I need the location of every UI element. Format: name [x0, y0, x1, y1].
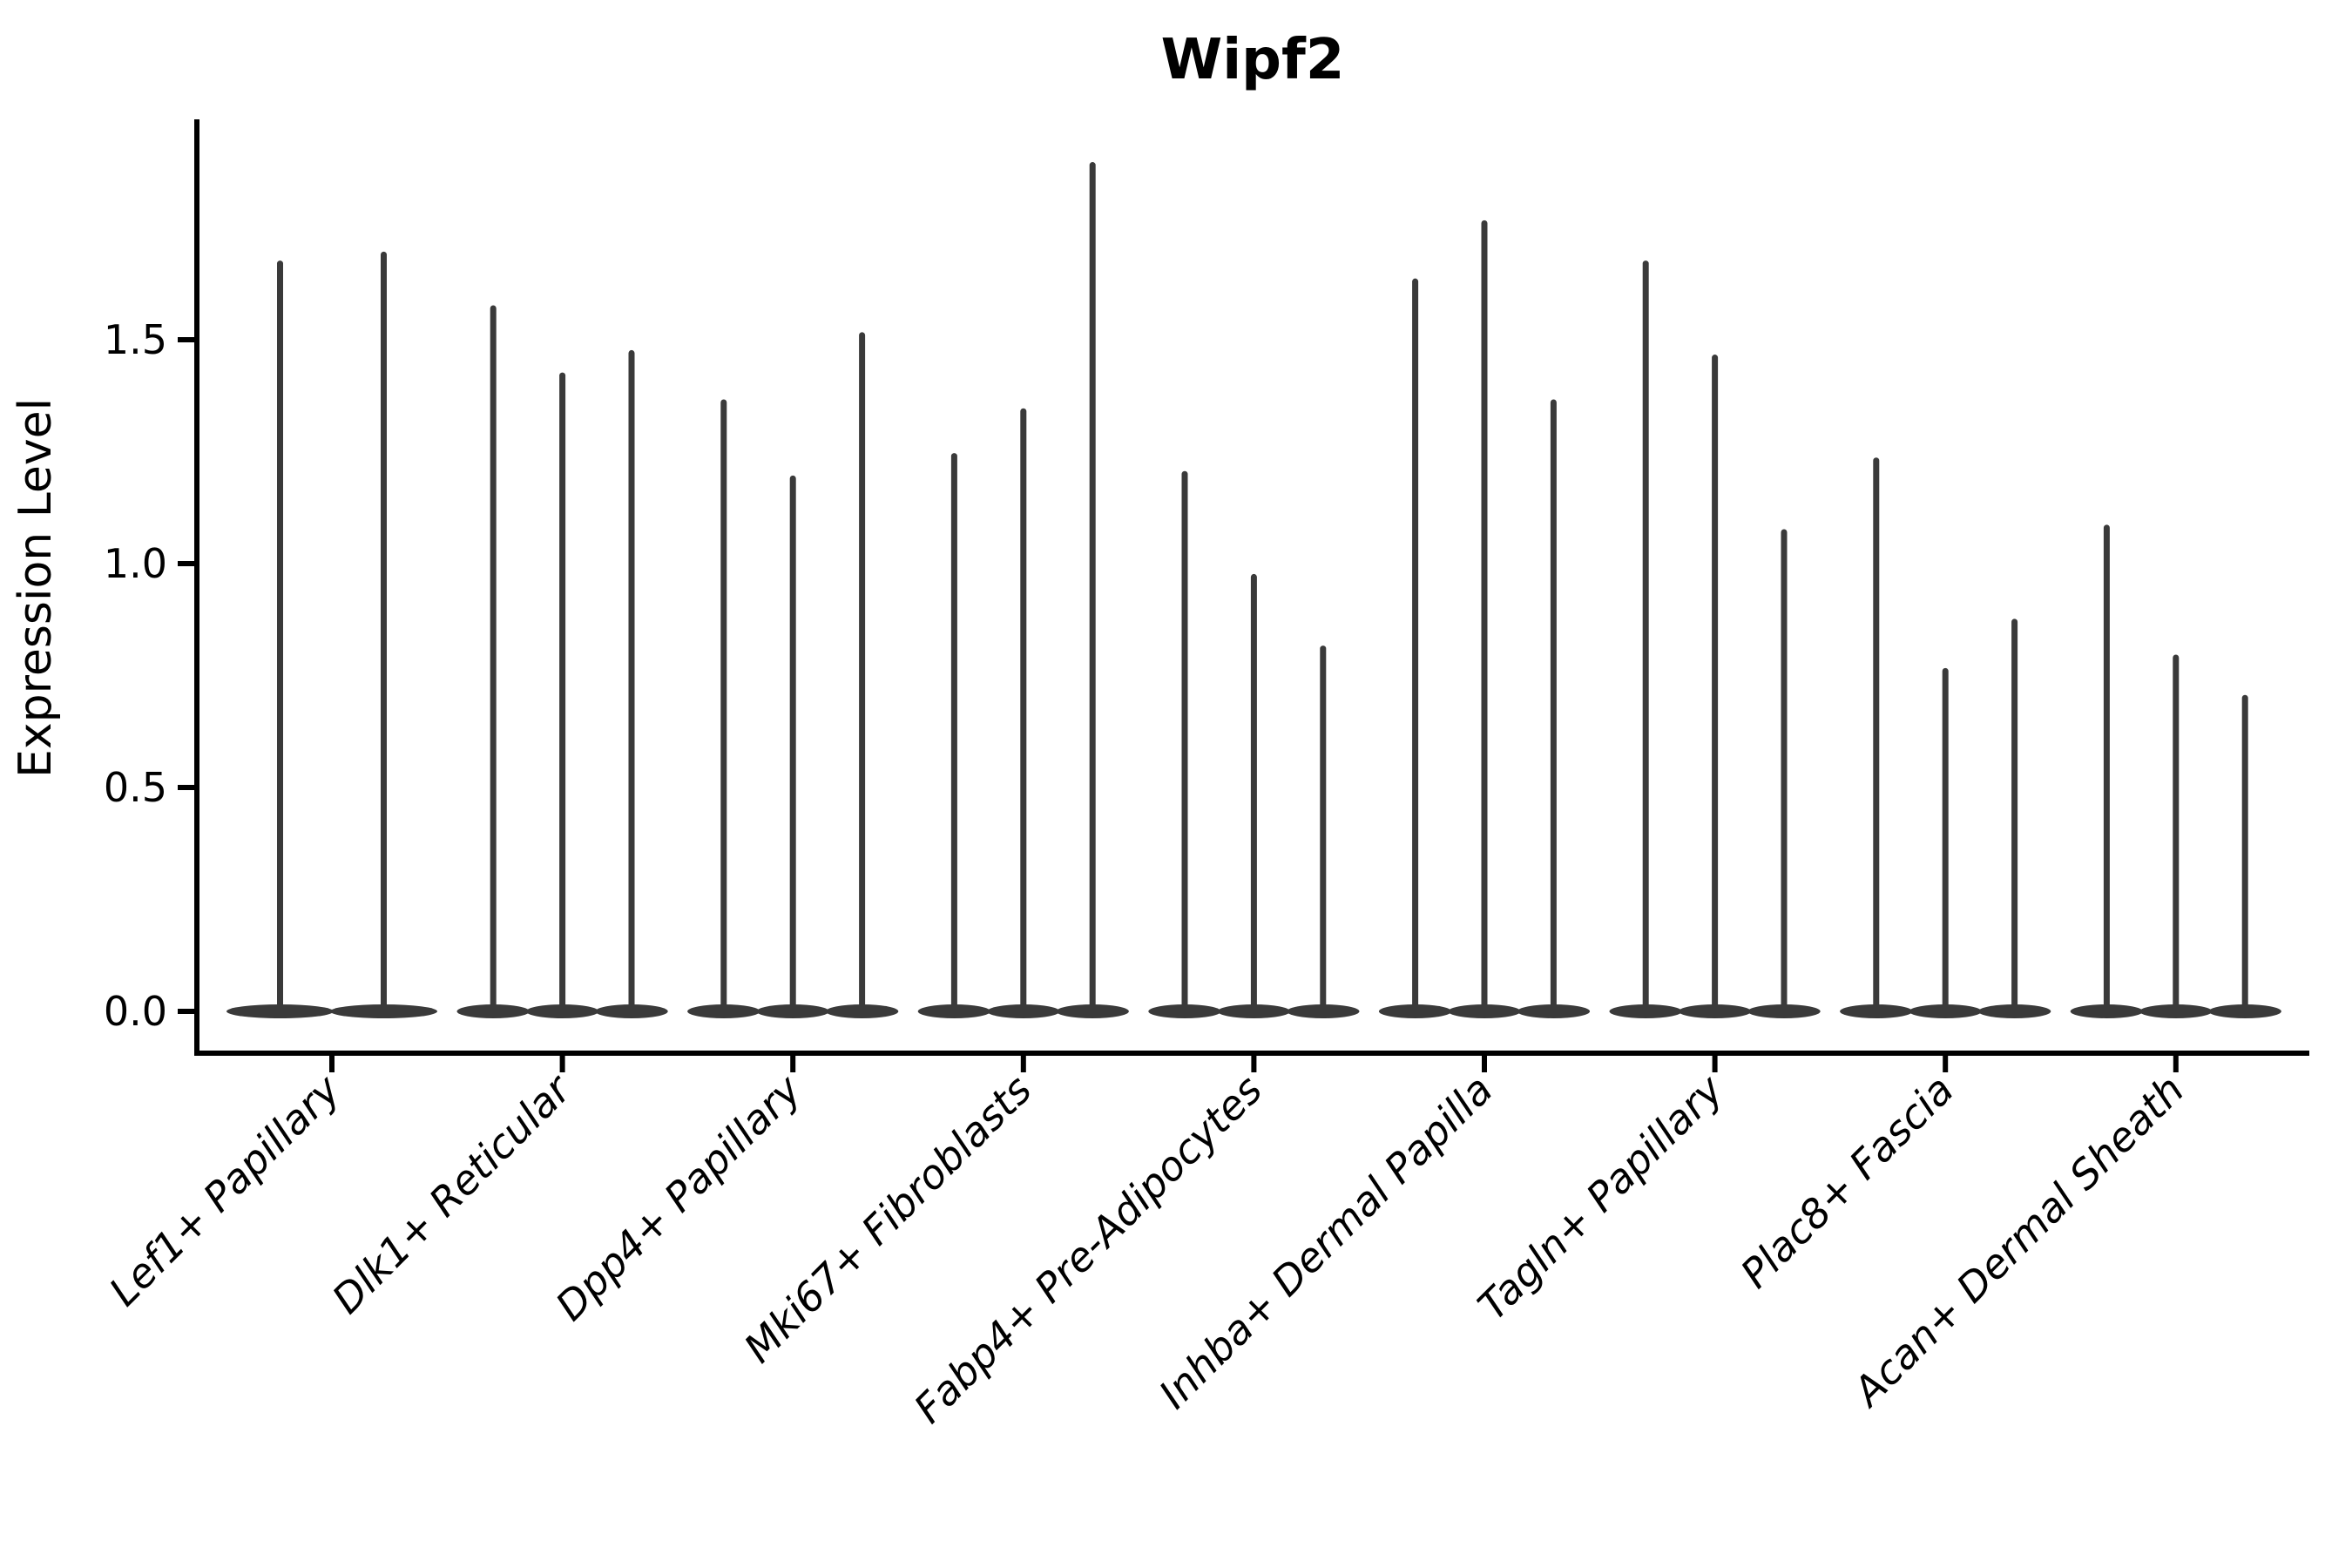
x-tick-label: Lef1+ Papillary	[100, 1065, 349, 1315]
y-tick-label: 1.5	[104, 316, 167, 363]
y-tick-label: 0.5	[104, 764, 167, 811]
x-axis-ticks	[329, 1053, 2179, 1072]
y-axis-title: Expression Level	[10, 398, 62, 778]
x-tick-label: Plac8+ Fascia	[1732, 1066, 1963, 1297]
y-axis-ticks: 0.0 0.5 1.0 1.5	[104, 316, 197, 1035]
y-tick-label: 1.0	[104, 540, 167, 587]
y-tick-label: 0.0	[104, 988, 167, 1035]
plot-title: Wipf2	[1161, 28, 1345, 92]
violins-layer	[226, 162, 2281, 1018]
x-tick-label: Dpp4+ Papillary	[546, 1065, 810, 1329]
x-tick-label: Tagln+ Papillary	[1469, 1065, 1733, 1329]
x-tick-label: Dlk1+ Reticular	[323, 1064, 582, 1322]
